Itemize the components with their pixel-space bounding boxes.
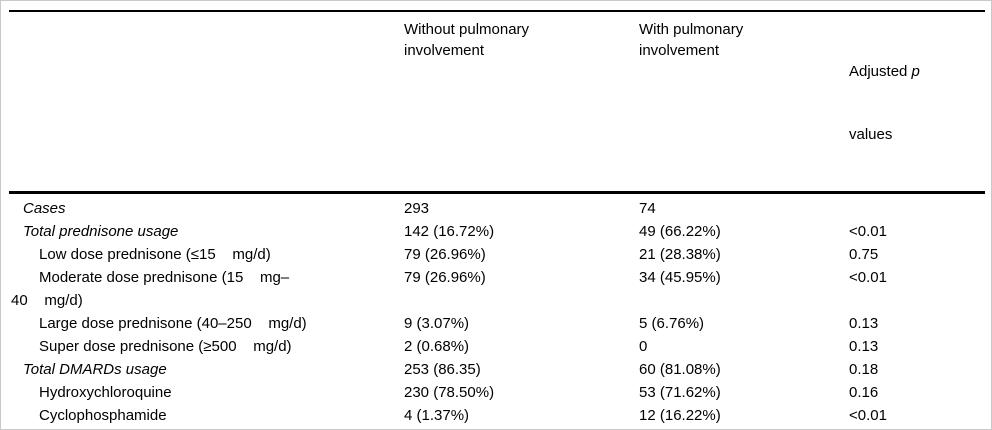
- row-label: Cases: [23, 200, 66, 217]
- value-without: 230 (78.50%): [404, 384, 495, 401]
- header-row: Without pulmonary involvement With pulmo…: [9, 11, 985, 194]
- value-without: 4 (1.37%): [404, 407, 470, 424]
- row-label: Cyclophosphamide: [39, 407, 167, 424]
- p-value: 0.13: [849, 338, 879, 355]
- row-label: Total prednisone usage: [23, 223, 179, 240]
- value-without: 2 (0.68%): [404, 338, 470, 355]
- value-without: 9 (3.07%): [404, 315, 470, 332]
- table-row-cyclophosphamide: Cyclophosphamide 4 (1.37%) 12 (16.22%) <…: [9, 404, 985, 427]
- value-with: 5 (6.76%): [639, 315, 705, 332]
- value-with: 53 (71.62%): [639, 384, 721, 401]
- table-row-low-dose: Low dose prednisone (≤15 mg/d) 79 (26.96…: [9, 243, 985, 266]
- row-label: Large dose prednisone (40–250 mg/d): [39, 315, 307, 332]
- row-label: Hydroxychloroquine: [39, 384, 172, 401]
- row-label: Super dose prednisone (≥500 mg/d): [39, 338, 292, 355]
- values-word: values: [849, 126, 893, 143]
- column-header-without-pulmonary: Without pulmonary involvement: [404, 11, 639, 194]
- value-with: 34 (45.95%): [639, 269, 721, 286]
- table-row-moderate-dose: Moderate dose prednisone (15 mg– 40 mg/d…: [9, 266, 985, 312]
- value-with: 74: [639, 200, 656, 217]
- table-row-total-dmards: Total DMARDs usage 253 (86.35) 60 (81.08…: [9, 358, 985, 381]
- value-without: 79 (26.96%): [404, 269, 486, 286]
- table-row-super-dose: Super dose prednisone (≥500 mg/d) 2 (0.6…: [9, 335, 985, 358]
- table-row-cases: Cases 293 74: [9, 193, 985, 221]
- row-label: Moderate dose prednisone (15 mg– 40 mg/d…: [11, 269, 290, 309]
- row-label: Total DMARDs usage: [23, 361, 167, 378]
- p-symbol: p: [911, 63, 920, 80]
- table-row-large-dose: Large dose prednisone (40–250 mg/d) 9 (3…: [9, 312, 985, 335]
- column-header-with-pulmonary: With pulmonary involvement: [639, 11, 849, 194]
- value-with: 21 (28.38%): [639, 246, 721, 263]
- value-without: 142 (16.72%): [404, 223, 495, 240]
- p-value: 0.13: [849, 315, 879, 332]
- p-value: <0.01: [849, 269, 887, 286]
- column-header-adjusted-p: Adjusted p values: [849, 11, 985, 194]
- value-with: 60 (81.08%): [639, 361, 721, 378]
- value-without: 79 (26.96%): [404, 246, 486, 263]
- value-with: 49 (66.22%): [639, 223, 721, 240]
- p-value: 0.75: [849, 246, 879, 263]
- table-row-hydroxychloroquine: Hydroxychloroquine 230 (78.50%) 53 (71.6…: [9, 381, 985, 404]
- p-value: <0.01: [849, 223, 887, 240]
- column-header-empty: [9, 11, 404, 194]
- p-value: [849, 193, 985, 221]
- value-without: 253 (86.35): [404, 361, 481, 378]
- value-with: 0: [639, 338, 648, 355]
- row-label: Low dose prednisone (≤15 mg/d): [39, 246, 271, 263]
- p-value: 0.18: [849, 361, 879, 378]
- value-without: 293: [404, 200, 430, 217]
- table-row-total-prednisone: Total prednisone usage 142 (16.72%) 49 (…: [9, 220, 985, 243]
- p-value: <0.01: [849, 407, 887, 424]
- adjusted-word: Adjusted: [849, 63, 908, 80]
- medication-usage-table: Without pulmonary involvement With pulmo…: [9, 10, 985, 429]
- value-with: 12 (16.22%): [639, 407, 721, 424]
- p-value: 0.16: [849, 384, 879, 401]
